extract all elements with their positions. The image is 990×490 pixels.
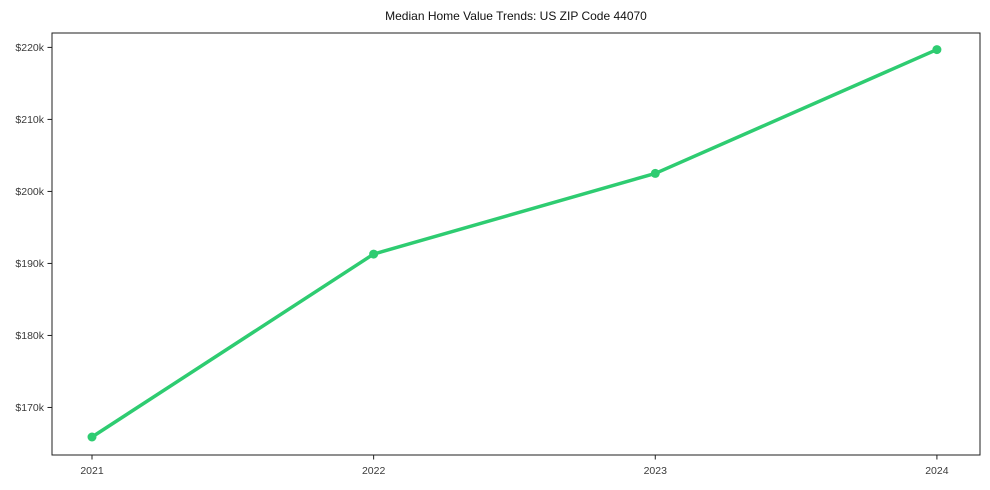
x-tick-label: 2021 (80, 465, 104, 477)
y-tick-label: $190k (15, 258, 44, 270)
y-tick-label: $200k (15, 186, 44, 198)
data-point (932, 45, 942, 55)
y-tick-label: $170k (15, 402, 44, 414)
plot-area: $170k $180k $190k $200k $210k $220k 2021 2022 20… (15, 32, 981, 477)
x-tick-label: 2023 (644, 465, 668, 477)
y-tick-label: $210k (15, 114, 44, 126)
plot-border (51, 32, 981, 456)
y-tick-label: $220k (15, 42, 44, 54)
line-series (90, 47, 939, 439)
y-tick-label: $180k (15, 330, 44, 342)
data-point (650, 168, 660, 178)
data-point (369, 249, 379, 259)
data-point (87, 432, 97, 442)
chart-title: Median Home Value Trends: US ZIP Code 44… (385, 9, 647, 23)
x-tick-label: 2024 (925, 465, 949, 477)
x-tick-label: 2022 (362, 465, 386, 477)
